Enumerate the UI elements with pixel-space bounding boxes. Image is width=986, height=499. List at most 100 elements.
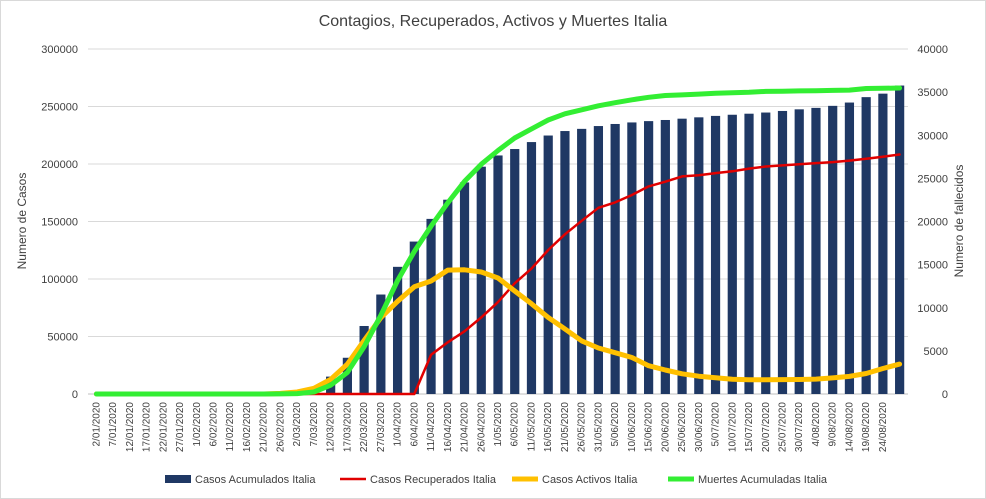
x-tick-label: 1/02/2020 [192,402,203,447]
right-tick-label: 10000 [917,303,948,315]
right-tick-label: 40000 [917,44,948,56]
x-tick-label: 1/05/2020 [493,402,504,447]
x-tick-label: 15/06/2020 [644,402,655,452]
x-tick-label: 24/08/2020 [878,402,889,452]
right-tick-label: 20000 [917,217,948,229]
x-tick-label: 21/02/2020 [259,402,270,452]
bar [359,325,369,394]
bar [510,149,520,394]
bar [593,126,604,394]
x-tick-label: 17/03/2020 [342,402,353,452]
left-tick-label: 250000 [41,102,78,114]
x-tick-label: 6/04/2020 [409,402,420,447]
left-tick-label: 50000 [47,332,78,344]
bar [459,182,470,394]
bar [761,112,771,394]
bar [577,128,587,394]
left-axis-ticks: 0 50000 100000 150000 200000 250000 300000 [41,44,78,401]
x-tick-label: 25/06/2020 [677,402,688,452]
bar [644,121,654,394]
left-tick-label: 0 [72,389,78,401]
bar [677,118,687,394]
x-axis-ticks: 2/01/2020 7/01/2020 12/01/2020 17/01/2020 22… [91,402,889,452]
left-tick-label: 150000 [41,217,78,229]
x-tick-label: 7/03/2020 [309,402,320,447]
x-tick-label: 16/05/2020 [543,402,554,452]
x-tick-label: 5/07/2020 [711,402,722,447]
bar [828,105,838,395]
left-tick-label: 200000 [41,159,78,171]
x-tick-label: 26/02/2020 [275,402,286,452]
legend-label: Casos Recuperados Italia [370,474,497,486]
x-tick-label: 5/06/2020 [610,402,621,447]
right-tick-label: 5000 [924,346,948,358]
x-tick-label: 20/07/2020 [761,402,772,452]
bar [392,266,403,394]
legend-swatch [165,475,191,483]
x-tick-label: 27/03/2020 [376,402,387,452]
bar [710,115,721,395]
left-axis-title: Numero de Casos [15,173,29,270]
legend-label: Muertes Acumuladas Italia [698,474,828,486]
bar [660,119,670,394]
x-tick-label: 6/02/2020 [209,402,220,447]
bar [610,123,620,394]
bar [811,107,821,394]
right-tick-label: 30000 [917,130,948,142]
x-tick-label: 19/08/2020 [861,402,872,452]
legend-label: Casos Acumulados Italia [195,474,316,486]
right-tick-label: 25000 [917,173,948,185]
x-tick-label: 14/08/2020 [844,402,855,452]
x-tick-label: 11/05/2020 [526,402,537,452]
x-tick-label: 2/01/2020 [91,402,102,447]
legend-label: Casos Activos Italia [542,474,638,486]
x-tick-label: 22/01/2020 [158,402,169,452]
x-tick-label: 26/04/2020 [476,402,487,452]
x-tick-label: 25/07/2020 [777,402,788,452]
x-tick-label: 10/06/2020 [627,402,638,452]
bar [627,122,637,394]
bar [694,117,704,394]
x-tick-label: 21/05/2020 [560,402,571,452]
bar [443,199,453,394]
bar [794,109,804,394]
line-series [93,85,903,397]
x-tick-label: 16/02/2020 [242,402,253,452]
bar [342,357,352,394]
right-tick-label: 0 [942,389,948,401]
bar [777,110,788,395]
x-tick-label: 31/05/2020 [593,402,604,452]
x-tick-label: 1/04/2020 [393,402,404,447]
x-tick-label: 4/08/2020 [811,402,822,447]
bar [543,135,553,394]
series-line-3 [93,85,903,397]
x-tick-label: 9/08/2020 [828,402,839,447]
bar [895,85,905,394]
left-tick-label: 300000 [41,44,78,56]
bar [376,294,386,394]
x-tick-label: 6/05/2020 [510,402,521,447]
legend: Casos Acumulados Italia Casos Recuperados… [165,474,828,486]
right-axis-ticks: 0 5000 10000 15000 20000 25000 30000 35000 40000 [917,44,948,401]
x-tick-label: 12/03/2020 [326,402,337,452]
x-tick-label: 11/02/2020 [225,402,236,452]
right-axis-title: Numero de fallecidos [952,165,966,278]
bar [493,155,503,394]
x-tick-label: 27/01/2020 [175,402,186,452]
x-tick-label: 17/01/2020 [142,402,153,452]
bar [861,97,871,394]
bar [476,166,486,394]
bar [560,131,570,394]
bar [844,102,855,395]
x-tick-label: 10/07/2020 [727,402,738,452]
bar [744,113,754,394]
x-tick-label: 12/01/2020 [125,402,136,452]
bar [878,93,888,394]
x-tick-label: 16/04/2020 [443,402,454,452]
x-tick-label: 21/04/2020 [460,402,471,452]
bar [727,114,737,394]
x-tick-label: 15/07/2020 [744,402,755,452]
x-tick-label: 7/01/2020 [108,402,119,447]
left-tick-label: 100000 [41,274,78,286]
